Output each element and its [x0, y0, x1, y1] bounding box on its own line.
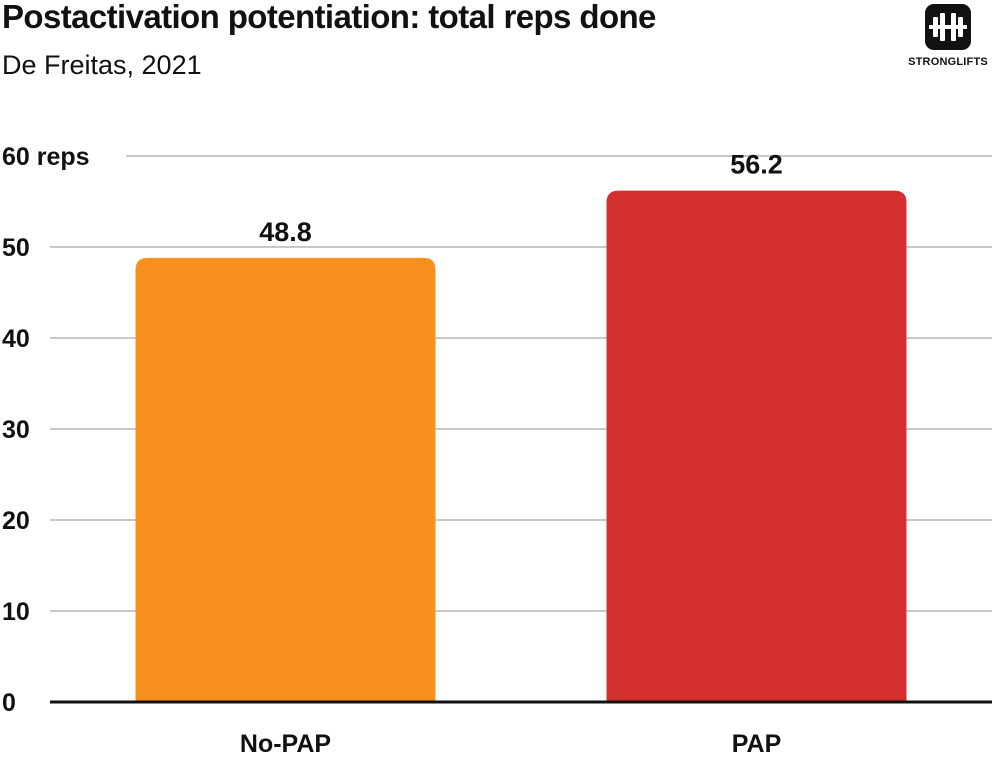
barbell-icon — [925, 4, 971, 50]
y-tick-label: 60 reps — [2, 143, 90, 171]
y-tick-label: 20 — [2, 507, 30, 535]
x-tick-label: No-PAP — [240, 730, 331, 758]
bar-no-pap — [135, 257, 436, 702]
data-label: 56.2 — [730, 150, 783, 180]
y-axis-ticks: 0 10 20 30 40 50 60 reps — [2, 143, 90, 717]
data-label: 48.8 — [259, 217, 312, 247]
y-tick-label: 40 — [2, 325, 30, 353]
bar-pap — [606, 190, 907, 702]
chart-title: Postactivation potentiation: total reps … — [2, 0, 656, 35]
y-tick-label: 50 — [2, 234, 30, 262]
logo-text: STRONGLIFTS — [908, 56, 988, 68]
bars — [135, 190, 907, 702]
stronglifts-logo: STRONGLIFTS — [905, 4, 991, 70]
y-tick-label: 0 — [2, 689, 16, 717]
y-tick-label: 30 — [2, 416, 30, 444]
chart-subtitle: De Freitas, 2021 — [2, 50, 202, 80]
labels: 48.8 No-PAP 56.2 PAP — [240, 150, 783, 758]
x-tick-label: PAP — [732, 730, 782, 758]
y-tick-label: 10 — [2, 598, 30, 626]
